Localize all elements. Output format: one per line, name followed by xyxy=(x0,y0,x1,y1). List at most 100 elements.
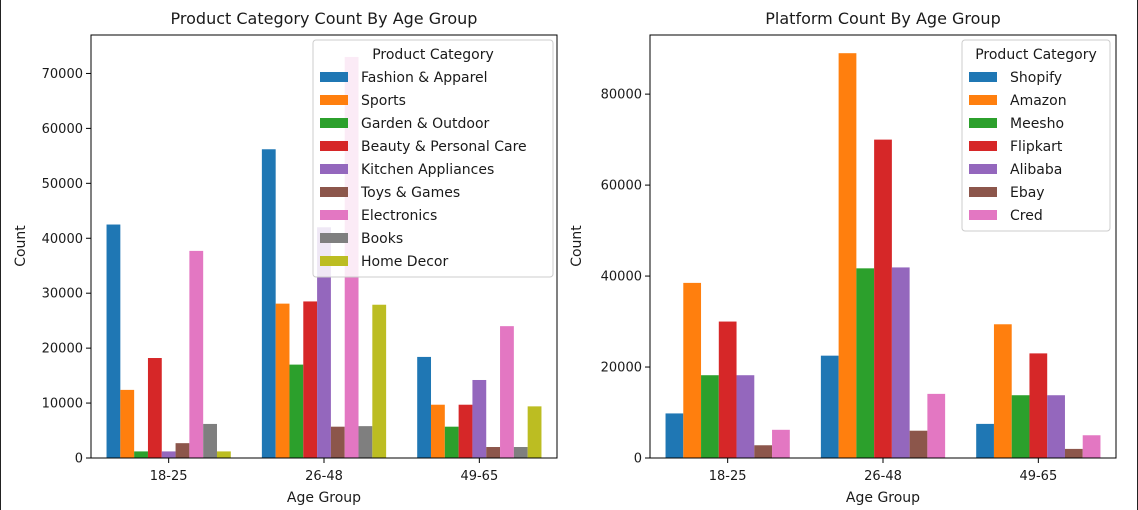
bar xyxy=(120,389,135,458)
y-tick-label: 0 xyxy=(634,452,642,467)
legend: Product Category Fashion & Apparel Sports G… xyxy=(312,39,554,278)
chart-platform: Platform Count By Age Group Age Group Co… xyxy=(569,9,1117,506)
y-axis-ticks: 0 10000 20000 30000 40000 50000 60000 70000 xyxy=(42,67,91,467)
bar xyxy=(665,413,684,458)
window-edge-left xyxy=(0,0,1,510)
bar xyxy=(372,304,387,458)
bar xyxy=(303,301,318,458)
x-axis-label: Age Group xyxy=(846,490,920,506)
bar xyxy=(701,375,719,458)
x-tick-label: 26-48 xyxy=(305,469,343,484)
bar xyxy=(927,393,946,458)
y-tick-label: 20000 xyxy=(601,361,642,376)
bar xyxy=(718,321,737,458)
bar xyxy=(772,429,790,458)
x-tick-label: 18-25 xyxy=(709,469,747,484)
bar xyxy=(1064,448,1083,458)
legend-item-label: Meesho xyxy=(1010,116,1064,132)
legend-swatch xyxy=(320,210,348,220)
bar xyxy=(1047,395,1065,458)
bar xyxy=(754,445,773,458)
bar xyxy=(161,451,176,458)
legend-swatch xyxy=(320,187,348,197)
bar xyxy=(261,149,276,458)
bar xyxy=(189,250,204,458)
y-tick-label: 60000 xyxy=(42,122,83,137)
legend-swatch xyxy=(969,187,997,197)
bar xyxy=(736,375,755,458)
bar xyxy=(500,326,514,458)
bar xyxy=(993,324,1012,458)
bar xyxy=(289,364,304,458)
legend-swatch xyxy=(969,210,997,220)
legend-item-label: Home Decor xyxy=(361,254,448,270)
x-axis-ticks: 18-25 26-48 49-65 xyxy=(709,458,1057,484)
legend-swatch xyxy=(969,95,997,105)
bar xyxy=(417,356,432,458)
y-tick-label: 10000 xyxy=(42,397,83,412)
bar xyxy=(838,53,857,459)
bar xyxy=(891,267,910,458)
y-tick-label: 40000 xyxy=(601,270,642,285)
plot-frame xyxy=(90,34,558,459)
legend-swatch xyxy=(320,164,348,174)
legend: Product Category Shopify Amazon Meesho Flipk… xyxy=(961,39,1111,232)
y-tick-label: 50000 xyxy=(42,177,83,192)
bar xyxy=(486,447,501,458)
bar xyxy=(1011,395,1030,458)
bar xyxy=(683,282,702,458)
legend-item-label: Garden & Outdoor xyxy=(361,116,490,132)
bar xyxy=(330,426,345,458)
legend-item-label: Ebay xyxy=(1010,185,1045,201)
legend-box xyxy=(312,39,554,278)
x-axis-label: Age Group xyxy=(287,490,361,506)
legend-swatch xyxy=(969,164,997,174)
legend-item-label: Sports xyxy=(361,93,406,109)
bar xyxy=(431,404,445,458)
bar xyxy=(203,423,217,458)
legend-swatch xyxy=(320,72,348,82)
bars xyxy=(665,53,1101,459)
chart-title: Product Category Count By Age Group xyxy=(171,9,478,28)
legend-swatch xyxy=(969,72,997,82)
bar xyxy=(175,443,190,458)
bar xyxy=(444,426,459,458)
legend-title: Product Category xyxy=(975,47,1097,63)
y-axis-label: Count xyxy=(13,225,29,267)
y-axis-ticks: 0 20000 40000 60000 80000 xyxy=(601,88,650,467)
bar xyxy=(1082,435,1101,458)
bar xyxy=(472,379,487,458)
bar xyxy=(1029,353,1048,458)
y-tick-label: 20000 xyxy=(42,342,83,357)
bar xyxy=(856,268,875,458)
legend-item-label: Books xyxy=(361,231,403,247)
bar xyxy=(106,224,121,458)
y-tick-label: 40000 xyxy=(42,232,83,247)
x-tick-label: 26-48 xyxy=(864,469,902,484)
y-axis-label: Count xyxy=(569,225,585,267)
legend-swatch xyxy=(320,233,348,243)
legend-item-label: Electronics xyxy=(361,208,437,224)
bar xyxy=(134,451,148,458)
y-tick-label: 70000 xyxy=(42,67,83,82)
bar xyxy=(147,358,162,458)
bar xyxy=(458,404,473,458)
bar xyxy=(527,406,542,458)
legend-item-label: Fashion & Apparel xyxy=(361,70,488,86)
bar xyxy=(216,451,231,458)
legend-item-label: Beauty & Personal Care xyxy=(361,139,527,155)
bar xyxy=(358,426,373,458)
legend-item-label: Toys & Games xyxy=(360,185,460,201)
legend-item-label: Cred xyxy=(1010,208,1043,224)
legend-swatch xyxy=(969,118,997,128)
legend-swatch xyxy=(320,256,348,266)
legend-swatch xyxy=(320,118,348,128)
bars xyxy=(106,56,542,458)
legend-item-label: Kitchen Appliances xyxy=(361,162,494,178)
x-tick-label: 18-25 xyxy=(150,469,188,484)
legend-item-label: Flipkart xyxy=(1010,139,1063,155)
legend-swatch xyxy=(320,95,348,105)
legend-swatch xyxy=(320,141,348,151)
legend-swatch xyxy=(969,141,997,151)
